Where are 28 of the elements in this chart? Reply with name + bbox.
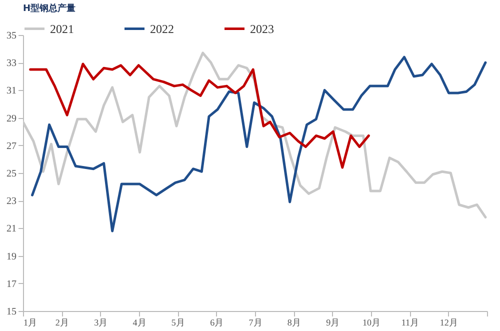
legend-label: 2022 [150,22,174,36]
x-tick-label: 11月 [401,318,420,328]
y-tick-label: 31 [6,86,16,97]
x-tick-label: 5月 [171,318,185,328]
y-tick-label: 15 [6,306,16,318]
x-tick-label: 3月 [94,318,108,328]
x-tick-label: 2月 [55,318,69,328]
y-tick-label: 21 [6,224,16,235]
y-tick-label: 17 [6,278,16,290]
x-tick-label: 4月 [132,318,146,328]
y-tick-label: 23 [6,196,16,208]
x-tick-label: 7月 [248,318,262,328]
y-tick-label: 19 [6,251,16,262]
y-tick-label: 29 [6,113,16,124]
x-tick-label: 10月 [362,318,380,328]
x-tick-label: 1月 [24,318,37,328]
y-tick-label: 27 [6,140,16,152]
y-tick-label: 33 [6,58,16,70]
chart-title: H型钢总产量 [23,3,76,14]
line-series [29,62,370,169]
y-tick-label: 25 [6,168,16,180]
legend-label: 2021 [50,22,74,36]
y-tick-label: 35 [6,30,16,42]
x-tick-label: 8月 [287,318,301,328]
x-tick-label: 9月 [326,318,340,328]
x-tick-label: 12月 [440,318,458,328]
legend-label: 2023 [250,22,274,36]
x-tick-label: 6月 [210,318,224,328]
